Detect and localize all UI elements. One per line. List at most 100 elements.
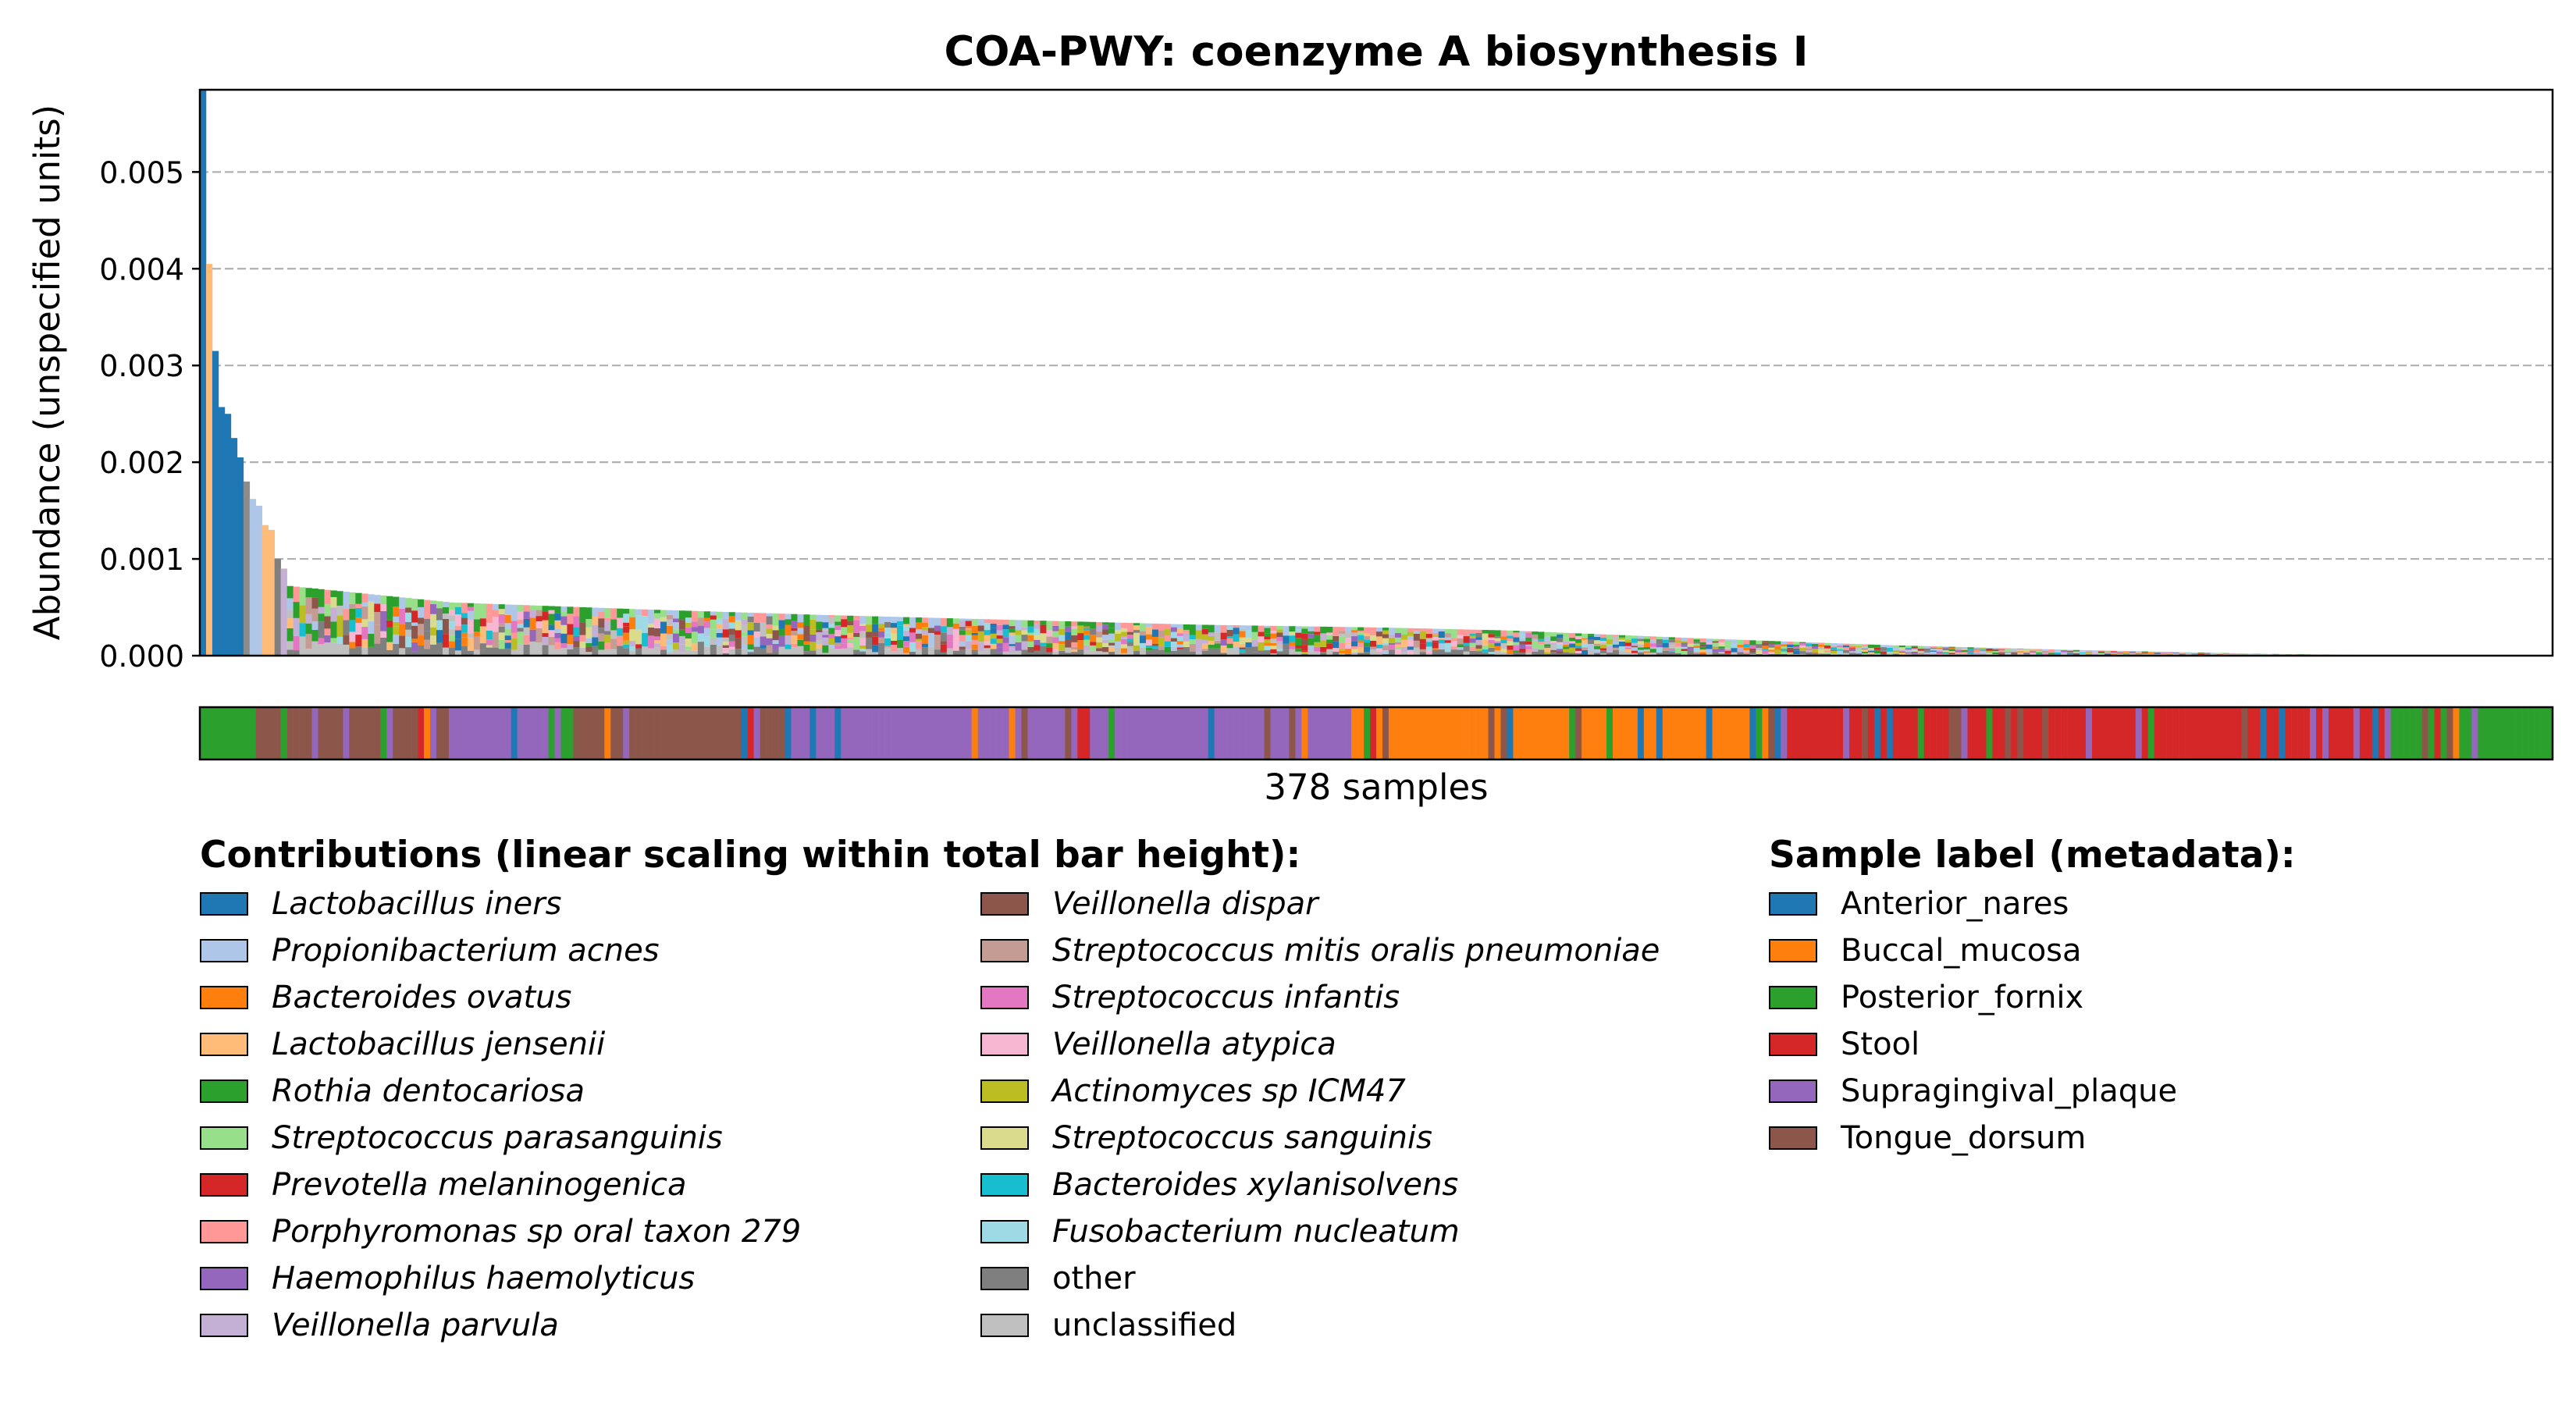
bar-segment — [617, 608, 624, 618]
bar-segment — [349, 648, 356, 656]
bar-segment — [965, 618, 973, 621]
bar-segment — [1799, 647, 1806, 652]
bar-segment — [1998, 648, 2005, 649]
sample-bar — [1699, 638, 1706, 656]
bar-segment — [1351, 632, 1358, 637]
bar-segment — [2036, 650, 2043, 653]
bar-segment — [1002, 619, 1009, 625]
bar-segment — [1774, 649, 1781, 654]
bar-segment — [884, 621, 891, 628]
legend-label: Veillonella parvula — [272, 1307, 559, 1343]
metadata-cell — [1270, 707, 1277, 759]
metadata-cell — [797, 707, 804, 759]
bar-segment — [1226, 627, 1233, 630]
bar-segment — [1264, 650, 1271, 656]
bar-segment — [1706, 642, 1713, 645]
legend-item: unclassified — [980, 1302, 1660, 1349]
y-tick-label: 0.002 — [99, 446, 184, 480]
bar-segment — [2197, 653, 2204, 656]
bar-segment — [1563, 632, 1570, 638]
bar-segment — [448, 621, 456, 629]
sample-bar — [255, 505, 263, 656]
metadata-cell — [1855, 707, 1863, 759]
bar-segment — [1046, 648, 1053, 653]
bar-segment — [1668, 651, 1676, 653]
bar-segment — [617, 617, 624, 628]
bar-segment — [1071, 652, 1078, 656]
sample-bar — [205, 264, 213, 656]
sample-bar — [1649, 636, 1657, 656]
bar-segment — [710, 637, 717, 645]
sample-bar — [1774, 641, 1781, 656]
sample-bar — [1151, 623, 1159, 656]
bar-segment — [1258, 625, 1265, 632]
bar-segment — [330, 638, 337, 643]
sample-bar — [1002, 619, 1009, 656]
bar-segment — [1115, 629, 1122, 634]
bar-segment — [1283, 626, 1290, 631]
metadata-cell — [984, 707, 991, 759]
bar-segment — [1214, 648, 1221, 656]
bar-segment — [1382, 630, 1389, 635]
sample-bar — [691, 610, 699, 656]
bar-segment — [1469, 650, 1476, 656]
bar-segment — [1674, 648, 1682, 653]
bar-segment — [667, 614, 674, 620]
metadata-cell — [2310, 707, 2317, 759]
bar-segment — [872, 645, 879, 653]
metadata-cell — [884, 707, 891, 759]
legend-item: Bacteroides xylanisolvens — [980, 1161, 1660, 1208]
bar-segment — [927, 646, 935, 656]
bar-segment — [1052, 642, 1059, 649]
bar-segment — [1040, 621, 1047, 625]
bar-segment — [1482, 649, 1489, 653]
sample-bar — [1861, 644, 1869, 656]
metadata-cell — [1986, 707, 1993, 759]
bar-segment — [1898, 651, 1906, 653]
legend-label: Fusobacterium nucleatum — [1052, 1214, 1460, 1250]
bar-segment — [703, 611, 711, 618]
bar-segment — [903, 630, 910, 637]
bar-segment — [785, 614, 792, 620]
bar-segment — [660, 649, 667, 656]
bar-segment — [654, 618, 661, 628]
metadata-cell — [728, 707, 736, 759]
bar-segment — [492, 617, 500, 632]
bar-segment — [1538, 644, 1545, 650]
bar-segment — [1170, 646, 1178, 651]
bar-segment — [872, 624, 879, 632]
bar-segment — [1220, 645, 1227, 653]
bar-segment — [305, 634, 312, 649]
bar-segment — [1693, 638, 1700, 640]
sample-bar — [598, 607, 605, 656]
bar-segment — [1438, 628, 1446, 631]
sample-bar — [617, 608, 624, 656]
bar-segment — [1090, 628, 1097, 635]
bar-segment — [971, 635, 978, 640]
bar-segment — [1649, 646, 1657, 649]
bar-segment — [747, 630, 754, 635]
bar-segment — [1463, 642, 1470, 646]
bar-segment — [1314, 631, 1321, 635]
sample-bar — [610, 608, 617, 656]
legend-label: Haemophilus haemolyticus — [272, 1261, 696, 1297]
bar-segment — [1643, 649, 1651, 652]
bar-segment — [1699, 644, 1706, 647]
bar-segment — [1706, 638, 1713, 642]
bar-segment — [311, 597, 318, 609]
bar-segment — [1973, 653, 1980, 655]
bar-segment — [442, 614, 450, 619]
y-tick-label: 0.003 — [99, 349, 184, 383]
bar-segment — [1861, 653, 1869, 656]
legend-swatch — [980, 1314, 1029, 1337]
bar-segment — [1488, 640, 1495, 644]
bar-segment — [1799, 642, 1806, 644]
sample-bar — [1208, 624, 1215, 656]
legend-label: Veillonella atypica — [1052, 1026, 1336, 1062]
bar-segment — [678, 644, 686, 653]
sample-bar — [2023, 649, 2030, 656]
bar-segment — [1332, 641, 1340, 649]
sample-bar — [897, 617, 904, 656]
sample-bar — [990, 619, 997, 656]
bar-segment — [430, 635, 437, 641]
